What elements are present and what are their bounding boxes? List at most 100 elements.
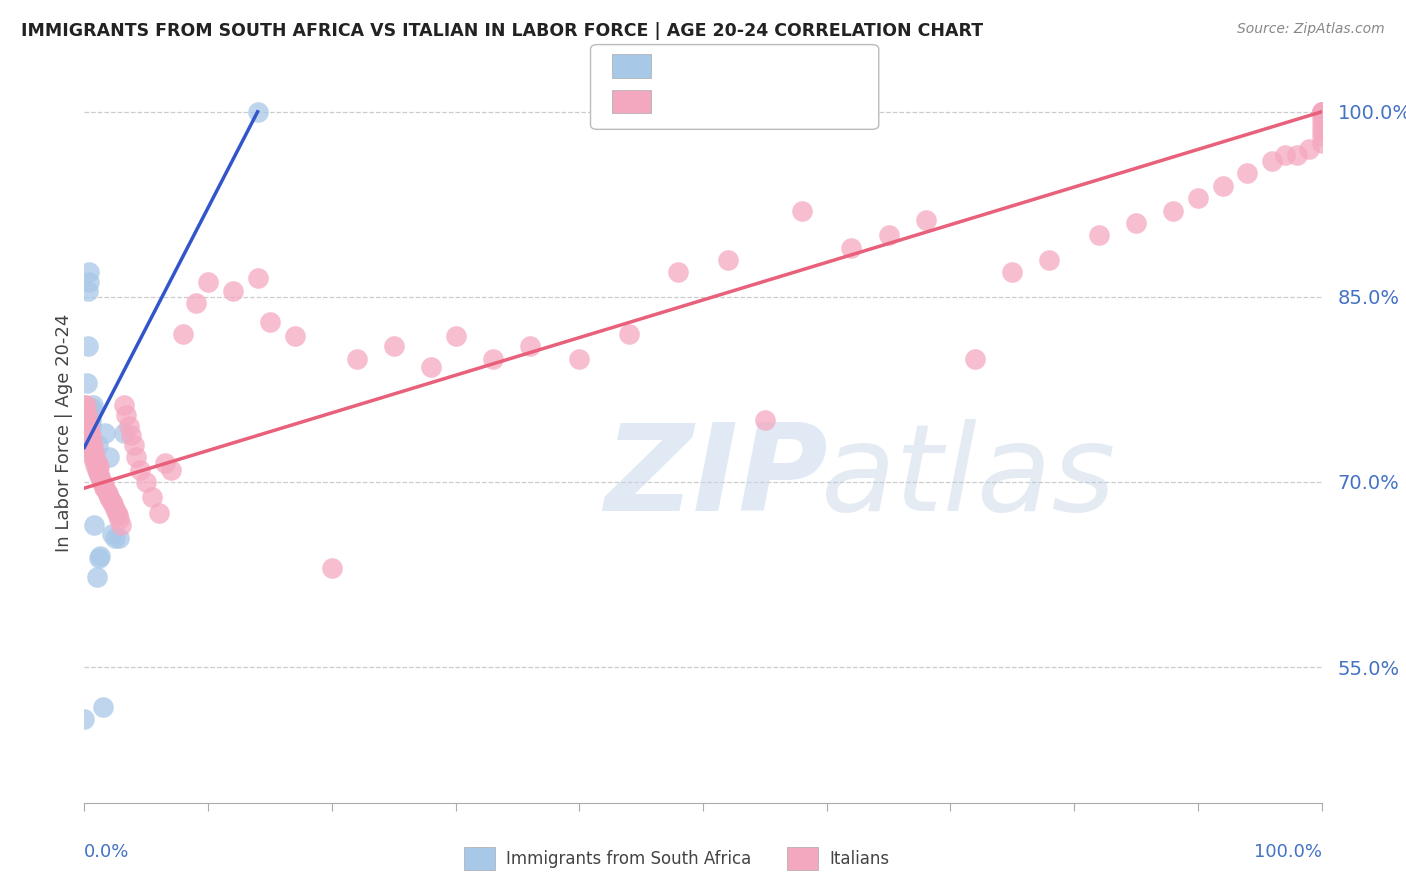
- Point: [1285, 148, 1308, 162]
- Point: [1310, 104, 1333, 119]
- Point: [77, 419, 100, 434]
- Point: [89, 460, 111, 475]
- Point: [284, 329, 307, 343]
- Point: [94, 481, 117, 495]
- Point: [82, 441, 104, 455]
- Point: [135, 475, 157, 489]
- Point: [108, 512, 131, 526]
- Point: [101, 497, 124, 511]
- Point: [98, 450, 121, 465]
- Point: [122, 438, 145, 452]
- Point: [73, 399, 96, 413]
- Point: [1298, 142, 1320, 156]
- Point: [1236, 167, 1258, 181]
- Point: [1310, 104, 1333, 119]
- Point: [98, 490, 121, 504]
- Point: [197, 275, 219, 289]
- Point: [84, 450, 107, 465]
- Point: [444, 329, 467, 343]
- Point: [120, 428, 142, 442]
- Point: [105, 506, 128, 520]
- Point: [115, 409, 138, 423]
- Point: [125, 450, 148, 465]
- Point: [1310, 104, 1333, 119]
- Point: [90, 475, 112, 489]
- Point: [118, 419, 141, 434]
- Point: [104, 502, 127, 516]
- Point: [148, 506, 170, 520]
- Point: [107, 508, 129, 523]
- Text: IMMIGRANTS FROM SOUTH AFRICA VS ITALIAN IN LABOR FORCE | AGE 20-24 CORRELATION C: IMMIGRANTS FROM SOUTH AFRICA VS ITALIAN …: [21, 22, 983, 40]
- Point: [1310, 117, 1333, 131]
- Point: [82, 450, 104, 465]
- Point: [153, 457, 176, 471]
- Point: [83, 518, 105, 533]
- Point: [73, 406, 96, 420]
- Point: [91, 477, 114, 491]
- Point: [89, 551, 111, 566]
- Point: [84, 458, 107, 472]
- Point: [86, 462, 108, 476]
- Point: [108, 531, 131, 545]
- Point: [80, 438, 103, 452]
- Point: [129, 462, 152, 476]
- Point: [91, 699, 114, 714]
- Point: [104, 531, 127, 545]
- Point: [80, 403, 103, 417]
- Point: [419, 360, 441, 375]
- Point: [97, 487, 120, 501]
- Point: [1310, 136, 1333, 150]
- Point: [79, 275, 101, 289]
- Point: [77, 339, 100, 353]
- Point: [1038, 252, 1060, 267]
- Point: [77, 284, 100, 298]
- Point: [1125, 216, 1147, 230]
- Point: [75, 416, 97, 430]
- Point: [96, 484, 118, 499]
- Point: [76, 407, 98, 421]
- Point: [259, 315, 281, 329]
- Point: [73, 410, 96, 425]
- Point: [79, 432, 101, 446]
- Point: [1310, 104, 1333, 119]
- Point: [321, 561, 343, 575]
- Text: 100.0%: 100.0%: [1254, 843, 1322, 861]
- Point: [246, 271, 269, 285]
- Text: Immigrants from South Africa: Immigrants from South Africa: [506, 849, 751, 868]
- Point: [1187, 191, 1209, 205]
- Point: [79, 419, 101, 434]
- Point: [86, 570, 108, 584]
- Text: ZIP: ZIP: [605, 418, 828, 535]
- Point: [1212, 178, 1234, 193]
- Point: [100, 494, 122, 508]
- Point: [89, 467, 111, 482]
- Point: [93, 481, 115, 495]
- Point: [73, 419, 96, 434]
- Point: [83, 445, 105, 459]
- Point: [82, 399, 104, 413]
- Point: [965, 351, 987, 366]
- Point: [1001, 265, 1024, 279]
- Point: [222, 284, 245, 298]
- Text: Italians: Italians: [830, 849, 890, 868]
- Point: [84, 450, 107, 465]
- Point: [79, 420, 101, 434]
- Point: [717, 252, 740, 267]
- Point: [79, 265, 101, 279]
- Point: [112, 399, 135, 413]
- Point: [568, 351, 591, 366]
- Point: [519, 339, 541, 353]
- Point: [79, 413, 101, 427]
- Point: [77, 416, 100, 430]
- Point: [110, 518, 132, 533]
- Point: [87, 458, 110, 472]
- Point: [89, 470, 111, 484]
- Point: [75, 399, 97, 413]
- Point: [1161, 203, 1184, 218]
- Point: [75, 406, 97, 420]
- Point: [76, 376, 98, 391]
- Point: [79, 425, 101, 440]
- Point: [1274, 148, 1296, 162]
- Point: [754, 413, 776, 427]
- Point: [77, 425, 100, 440]
